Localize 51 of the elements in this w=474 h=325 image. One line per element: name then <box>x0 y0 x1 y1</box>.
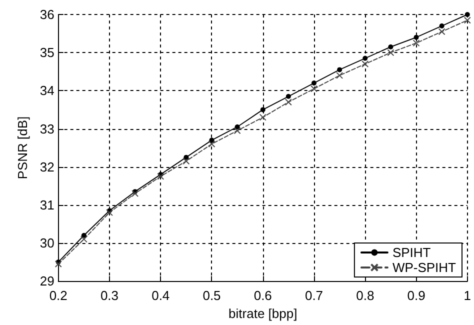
point <box>464 12 470 17</box>
y-tick-label: 35 <box>40 45 54 60</box>
point <box>209 138 214 143</box>
point <box>388 44 394 50</box>
point <box>412 40 420 47</box>
y-tick-label: 30 <box>40 236 54 251</box>
point <box>362 60 369 68</box>
point <box>438 28 446 36</box>
y-tick-label: 36 <box>40 7 54 22</box>
point <box>464 16 471 24</box>
x-tick-label: 0.9 <box>407 288 426 304</box>
point <box>259 114 266 121</box>
point <box>284 98 292 106</box>
point <box>414 34 419 40</box>
point <box>234 124 240 130</box>
point <box>208 140 216 148</box>
x-tick-label: 0.6 <box>254 288 272 304</box>
point <box>312 80 316 86</box>
point <box>362 56 368 61</box>
point <box>106 209 113 216</box>
point <box>234 127 241 134</box>
y-tick-label: 34 <box>40 83 54 98</box>
point <box>184 154 189 160</box>
point <box>439 23 444 28</box>
x-tick-label: 0.3 <box>100 288 119 304</box>
x-tick-label: 0.7 <box>304 288 324 304</box>
point <box>81 232 86 238</box>
point <box>336 72 344 79</box>
y-tick-label: 32 <box>40 159 54 174</box>
point <box>286 94 291 99</box>
legend-label: SPIHT <box>392 245 431 260</box>
point <box>260 107 266 112</box>
point <box>310 85 318 92</box>
legend-label: WP-SPIHT <box>392 260 456 275</box>
x-tick-label: 0.2 <box>49 288 68 304</box>
y-tick-label: 31 <box>40 197 54 212</box>
point <box>337 67 342 72</box>
x-tick-label: 0.4 <box>152 288 170 304</box>
point <box>80 236 88 243</box>
point <box>182 158 190 165</box>
point <box>157 172 164 180</box>
y-axis-title: PSNR [dB] <box>15 116 30 180</box>
y-tick-label: 29 <box>40 274 54 289</box>
x-tick-label: 1 <box>464 288 471 304</box>
point <box>54 260 62 268</box>
x-axis-title: bitrate [bpp] <box>228 306 298 321</box>
x-tick-label: 0.8 <box>356 288 374 304</box>
point <box>387 49 394 56</box>
y-tick-label: 33 <box>40 121 54 136</box>
point <box>132 190 139 198</box>
x-tick-label: 0.5 <box>202 288 221 304</box>
